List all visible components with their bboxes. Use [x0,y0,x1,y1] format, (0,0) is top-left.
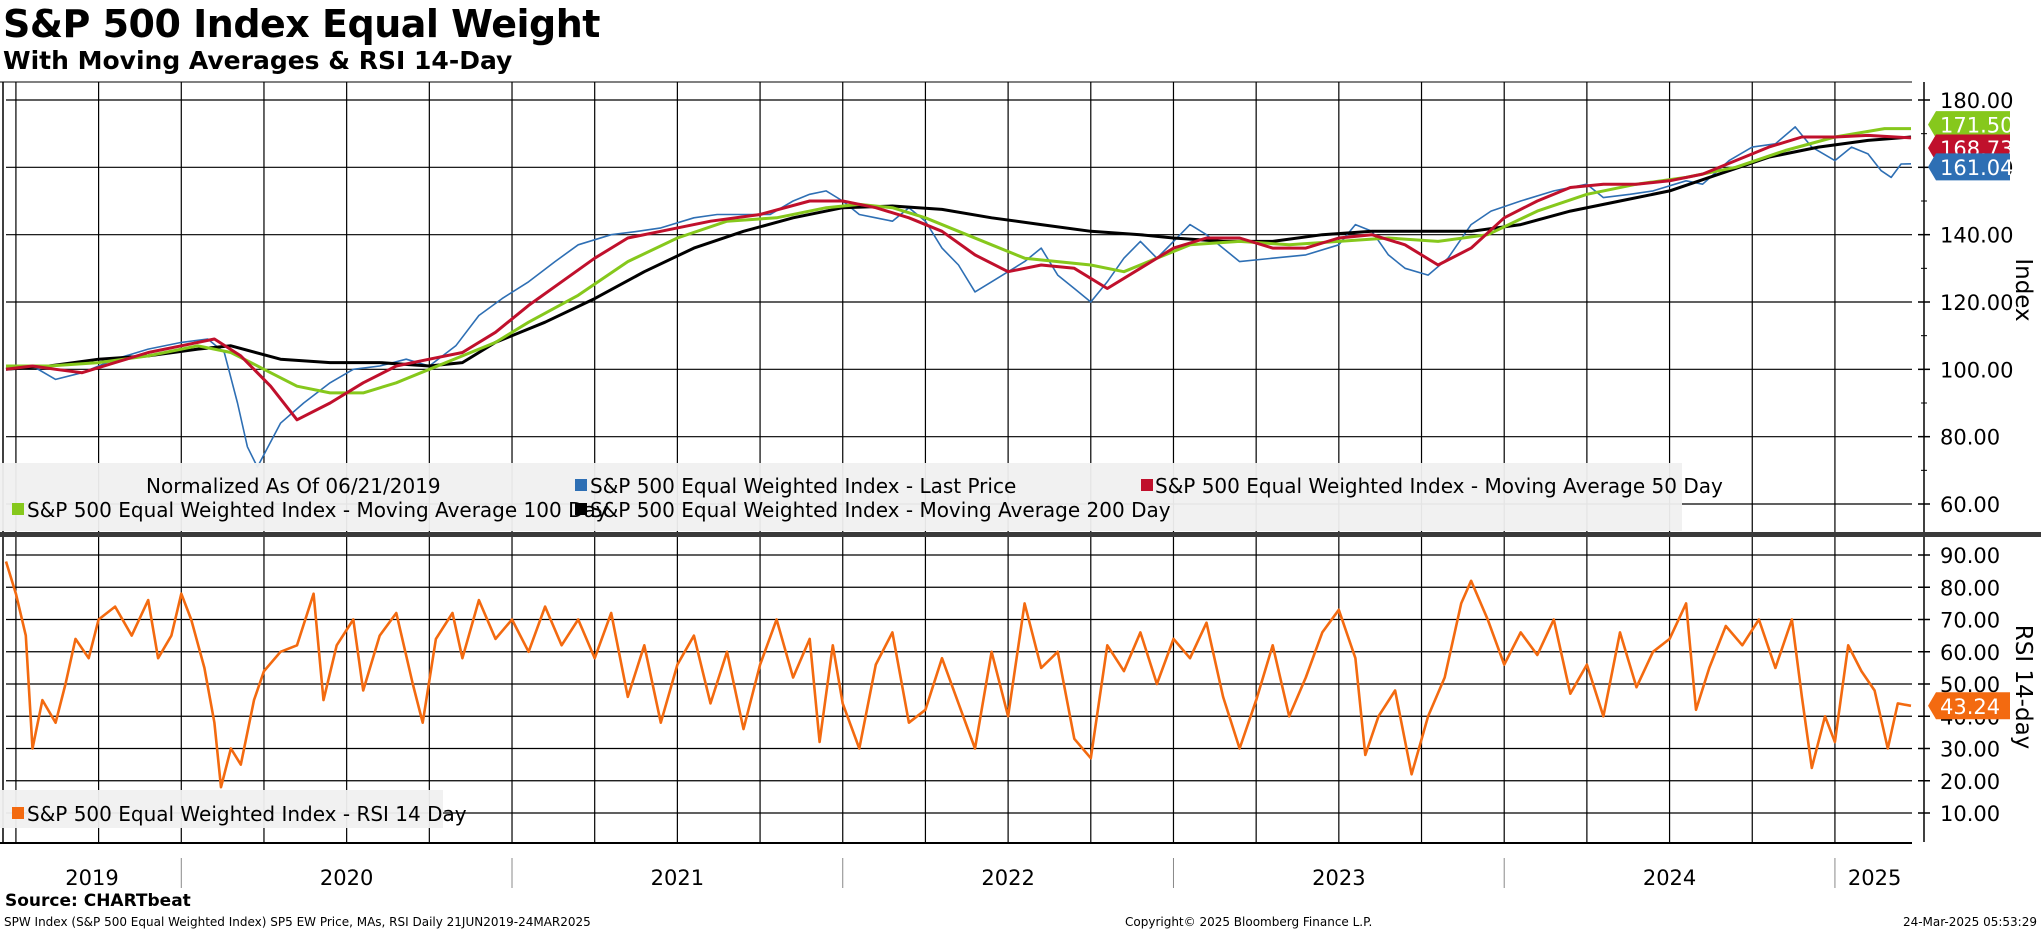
tag-rsi-shape [1928,692,2010,720]
tag-last-price-text: 161.04 [1940,156,2013,180]
rsi-legend-box [0,790,443,828]
footer-copyright: Copyright© 2025 Bloomberg Finance L.P. [1125,915,1373,929]
rsi-legend: S&P 500 Equal Weighted Index - RSI 14 Da… [0,790,467,828]
tag-last-price-shape [1928,153,2010,181]
price-panel: Normalized As Of 06/21/2019 S&P 500 Equa… [0,81,2036,842]
rsi-tick-label: 90.00 [1940,544,2000,568]
x-axis-separator [0,842,1912,844]
price-gridlines [0,81,1912,842]
tag-last-price: 161.04 [1928,153,2013,181]
price-tick-label: 100.00 [1940,358,2013,382]
price-tick-label: 140.00 [1940,224,2013,248]
rsi-tick-label: 70.00 [1940,609,2000,633]
rsi-panel: S&P 500 Equal Weighted Index - RSI 14 Da… [0,537,2036,842]
tag-rsi: 43.24 [1928,692,2010,720]
x-tick-label: 2022 [981,866,1034,890]
rsi-tick-label: 60.00 [1940,641,2000,665]
tag-ma100: 171.50 [1928,111,2013,139]
legend-swatch-last-price [575,479,587,491]
x-tick-label: 2023 [1312,866,1365,890]
footer-timestamp: 24-Mar-2025 05:53:29 [1902,915,2037,929]
legend-normalized-note: Normalized As Of 06/21/2019 [146,474,441,498]
legend-label-ma200: S&P 500 Equal Weighted Index - Moving Av… [590,498,1171,522]
rsi-tick-label: 80.00 [1940,576,2000,600]
chart-subtitle: With Moving Averages & RSI 14-Day [3,46,513,75]
legend-label-ma50: S&P 500 Equal Weighted Index - Moving Av… [1155,474,1723,498]
x-axis: 2019 2020 2021 2022 2023 2024 2025 [65,858,1901,890]
price-legend-box [0,463,1682,531]
rsi-tick-label: 10.00 [1940,802,2000,826]
rsi-last-value-tags: 43.24 [1928,692,2010,720]
legend-swatch-ma100 [12,503,24,515]
rsi-series [4,561,1912,789]
panel-separator [0,532,2041,537]
legend-swatch-ma50 [1141,479,1153,491]
footer-series-description: SPW Index (S&P 500 Equal Weighted Index)… [4,915,591,929]
legend-label-ma100: S&P 500 Equal Weighted Index - Moving Av… [27,498,608,522]
legend-swatch-rsi [12,807,24,819]
price-series [5,126,1912,468]
tag-ma100-text: 171.50 [1940,114,2013,138]
legend-label-rsi: S&P 500 Equal Weighted Index - RSI 14 Da… [27,802,467,826]
price-tick-label: 60.00 [1940,493,2000,517]
price-legend: Normalized As Of 06/21/2019 S&P 500 Equa… [0,463,1723,531]
rsi-tick-label: 30.00 [1940,738,2000,762]
rsi-tick-label: 20.00 [1940,770,2000,794]
rsi-y-axis-label: RSI 14-day [2010,625,2036,750]
tag-ma100-shape [1928,111,2010,139]
series-line-ma50 [5,133,1912,422]
series-line-last-price [5,126,1912,468]
x-tick-label: 2021 [651,866,704,890]
price-tick-label: 120.00 [1940,291,2013,315]
chart-title: S&P 500 Index Equal Weight [3,2,600,46]
price-y-axis-label: Index [2010,258,2036,321]
series-line-ma200 [5,135,1912,371]
legend-label-last-price: S&P 500 Equal Weighted Index - Last Pric… [590,474,1016,498]
x-tick-label: 2024 [1643,866,1696,890]
x-tick-label: 2025 [1848,866,1901,890]
tag-rsi-text: 43.24 [1940,695,2000,719]
legend-swatch-ma200 [575,503,587,515]
source-label: Source: CHARTbeat [5,891,191,911]
series-line-ma100 [6,127,1911,395]
price-tick-label: 180.00 [1940,89,2013,113]
x-tick-label: 2019 [65,866,118,890]
price-tick-label: 80.00 [1940,426,2000,450]
series-line-rsi [4,561,1912,789]
x-tick-label: 2020 [320,866,373,890]
rsi-y-axis: 90.0080.0070.0060.0050.0040.0030.0020.00… [1918,537,2000,842]
